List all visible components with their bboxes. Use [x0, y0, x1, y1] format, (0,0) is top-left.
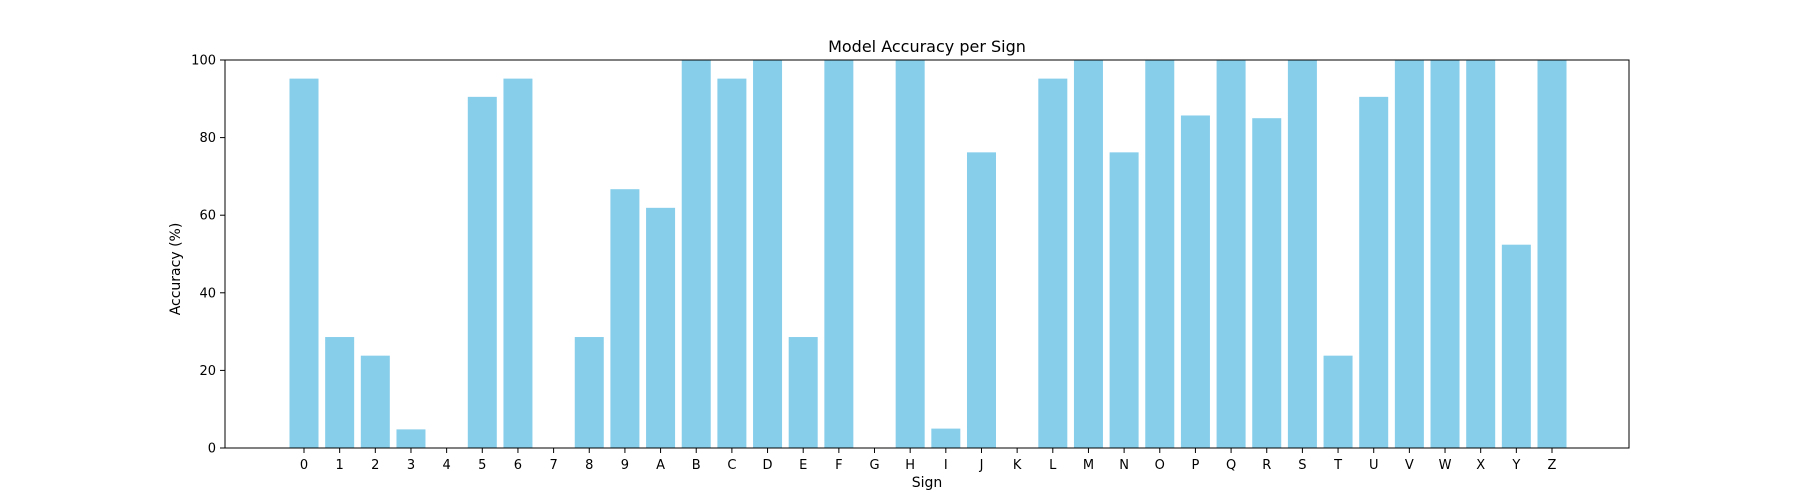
bar-P: [1180, 115, 1210, 448]
x-tick-label: Z: [1548, 458, 1557, 473]
x-tick-label: 4: [442, 458, 450, 473]
x-tick-label: 0: [300, 458, 308, 473]
y-tick-label: 80: [199, 131, 216, 146]
x-axis-title: Sign: [912, 475, 943, 491]
y-axis-ticks: 0 20 40 60 80 100: [191, 54, 225, 457]
x-tick-label: X: [1476, 458, 1485, 473]
bar-U: [1359, 96, 1389, 449]
x-tick-label: U: [1369, 458, 1379, 473]
x-tick-label: G: [869, 458, 879, 473]
bar-Z: [1537, 60, 1567, 448]
x-tick-label: S: [1298, 458, 1306, 473]
bar-N: [1109, 152, 1139, 448]
x-tick-label: 9: [621, 458, 629, 473]
x-tick-label: 3: [407, 458, 415, 473]
x-tick-label: 8: [585, 458, 593, 473]
x-tick-label: N: [1119, 458, 1129, 473]
y-axis-title: Accuracy (%): [168, 223, 184, 316]
bar-9: [610, 189, 640, 448]
y-tick-label: 40: [199, 286, 216, 301]
bar-R: [1252, 118, 1282, 448]
y-tick-label: 100: [191, 54, 216, 69]
bar-M: [1073, 60, 1103, 448]
bar-L: [1038, 78, 1068, 449]
x-tick-label: 5: [478, 458, 486, 473]
bar-J: [966, 152, 996, 448]
x-tick-label: H: [905, 458, 915, 473]
x-tick-label: M: [1083, 458, 1094, 473]
x-tick-label: R: [1262, 458, 1271, 473]
bar-8: [574, 337, 604, 448]
bar-1: [325, 337, 355, 448]
bar-X: [1466, 60, 1496, 448]
x-tick-label: A: [656, 458, 665, 473]
x-tick-label: K: [1013, 458, 1022, 473]
bar-H: [895, 60, 925, 448]
x-tick-label: L: [1049, 458, 1057, 473]
bar-S: [1287, 60, 1317, 448]
y-tick-label: 20: [199, 364, 216, 379]
y-tick-label: 0: [208, 442, 216, 457]
bar-Y: [1501, 244, 1531, 448]
x-tick-label: P: [1192, 458, 1200, 473]
bar-0: [289, 78, 319, 449]
chart-title: Model Accuracy per Sign: [828, 37, 1026, 56]
x-tick-label: T: [1333, 458, 1342, 473]
x-tick-label: J: [979, 458, 984, 473]
x-tick-label: F: [835, 458, 842, 473]
bars-layer: [289, 60, 1567, 449]
bar-Q: [1216, 60, 1246, 448]
bar-A: [646, 207, 676, 448]
x-axis-ticks: 0 1 2 3 4 5 6 7 8 9 A B C D E F G H I J K L M N O P Q R S T U V W X Y Z: [300, 448, 1557, 473]
x-tick-label: I: [944, 458, 948, 473]
plot-frame: [224, 59, 1630, 449]
bar-F: [824, 60, 854, 448]
x-tick-label: C: [727, 458, 736, 473]
x-tick-label: 2: [371, 458, 379, 473]
x-tick-label: W: [1439, 458, 1452, 473]
x-tick-label: 6: [514, 458, 522, 473]
bar-3: [396, 429, 426, 448]
x-tick-label: V: [1405, 458, 1414, 473]
bar-W: [1430, 60, 1460, 448]
bar-C: [717, 78, 747, 449]
bar-5: [467, 96, 497, 449]
x-tick-label: B: [692, 458, 701, 473]
bar-O: [1145, 60, 1175, 448]
bar-I: [931, 428, 961, 448]
x-tick-label: E: [799, 458, 807, 473]
bar-E: [788, 337, 818, 448]
bar-V: [1394, 60, 1424, 448]
bar-B: [681, 60, 711, 448]
bar-T: [1323, 355, 1353, 448]
bar-6: [503, 78, 533, 449]
x-tick-label: 1: [336, 458, 344, 473]
x-tick-label: 7: [549, 458, 557, 473]
x-tick-label: Y: [1511, 458, 1520, 473]
x-tick-label: Q: [1226, 458, 1236, 473]
y-tick-label: 60: [199, 209, 216, 224]
bar-2: [360, 355, 390, 448]
x-tick-label: O: [1155, 458, 1165, 473]
x-tick-label: D: [763, 458, 773, 473]
bar-D: [753, 60, 783, 448]
